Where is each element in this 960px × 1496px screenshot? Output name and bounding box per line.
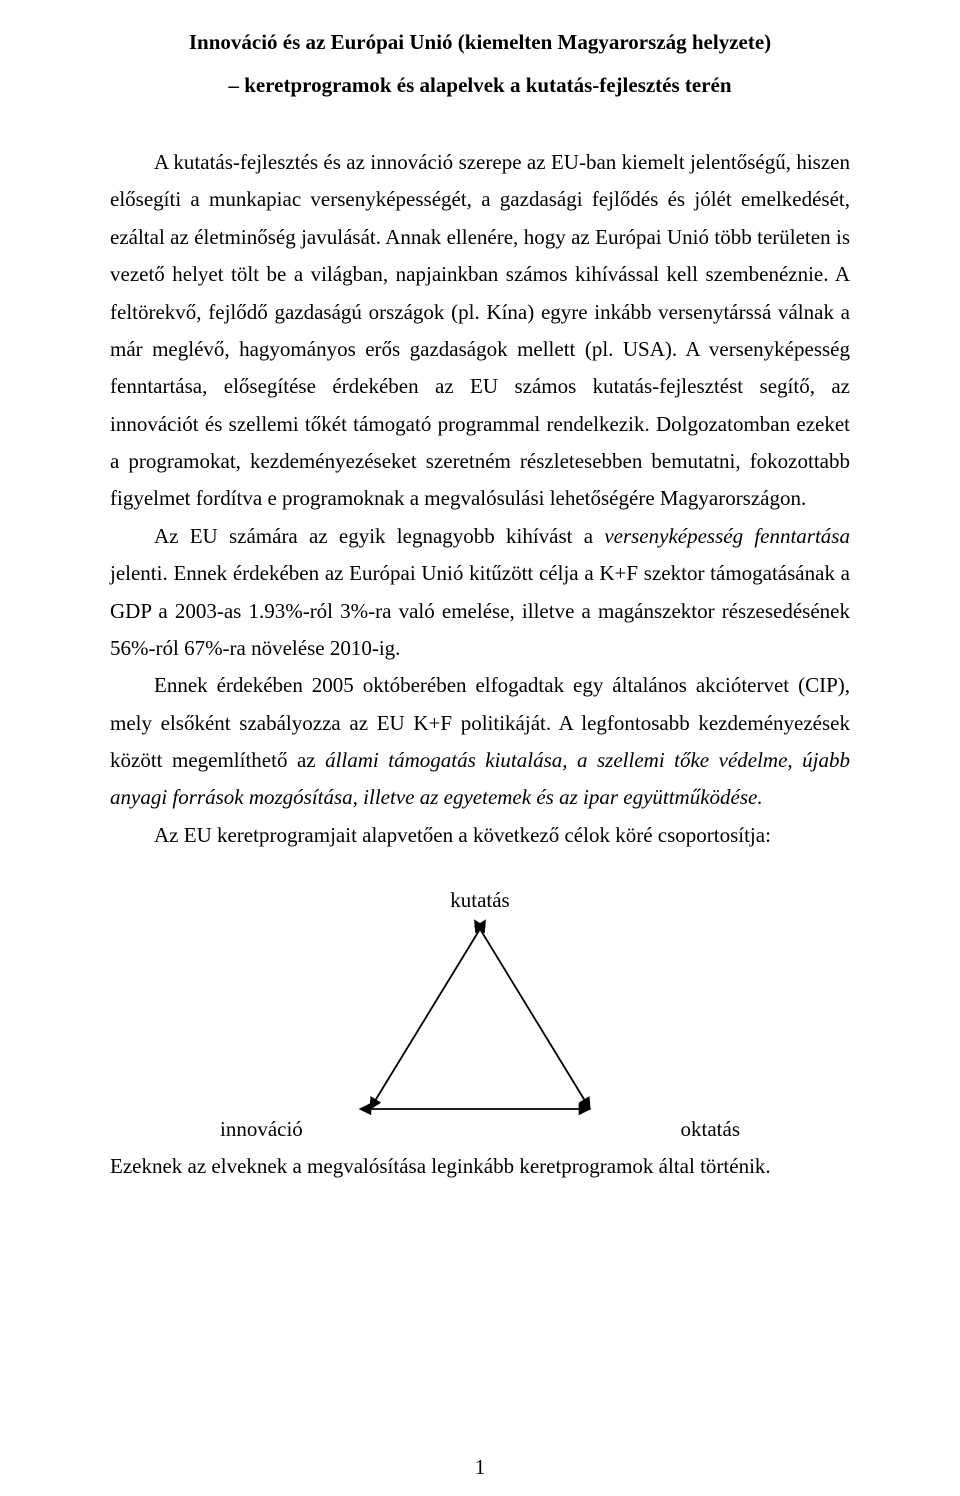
closing-sentence: Ezeknek az elveknek a megvalósítása legi… (110, 1148, 850, 1185)
paragraph-2-prefix: Az EU számára az egyik legnagyobb kihívá… (154, 524, 604, 548)
diagram-label-top: kutatás (110, 888, 850, 913)
paragraph-1: A kutatás-fejlesztés és az innováció sze… (110, 144, 850, 518)
diagram-label-right: oktatás (681, 1117, 740, 1142)
triangle-diagram: kutatás innováció oktatás (110, 888, 850, 1144)
paragraph-2-italic: versenyképesség fenntartása (604, 524, 850, 548)
triangle-svg (330, 919, 630, 1119)
paragraph-2-suffix: jelenti. Ennek érdekében az Európai Unió… (110, 561, 850, 660)
paragraph-2: Az EU számára az egyik legnagyobb kihívá… (110, 518, 850, 668)
paragraph-3: Ennek érdekében 2005 októberében elfogad… (110, 667, 850, 817)
page-title-line-1: Innováció és az Európai Unió (kiemelten … (110, 30, 850, 55)
page: Innováció és az Európai Unió (kiemelten … (0, 0, 960, 1496)
diagram-label-left: innováció (220, 1117, 303, 1142)
paragraph-4: Az EU keretprogramjait alapvetően a köve… (110, 817, 850, 854)
page-number: 1 (0, 1455, 960, 1480)
edge-top-right (480, 929, 590, 1109)
page-title-line-2: – keretprogramok és alapelvek a kutatás-… (110, 73, 850, 98)
edge-top-left (370, 929, 480, 1109)
